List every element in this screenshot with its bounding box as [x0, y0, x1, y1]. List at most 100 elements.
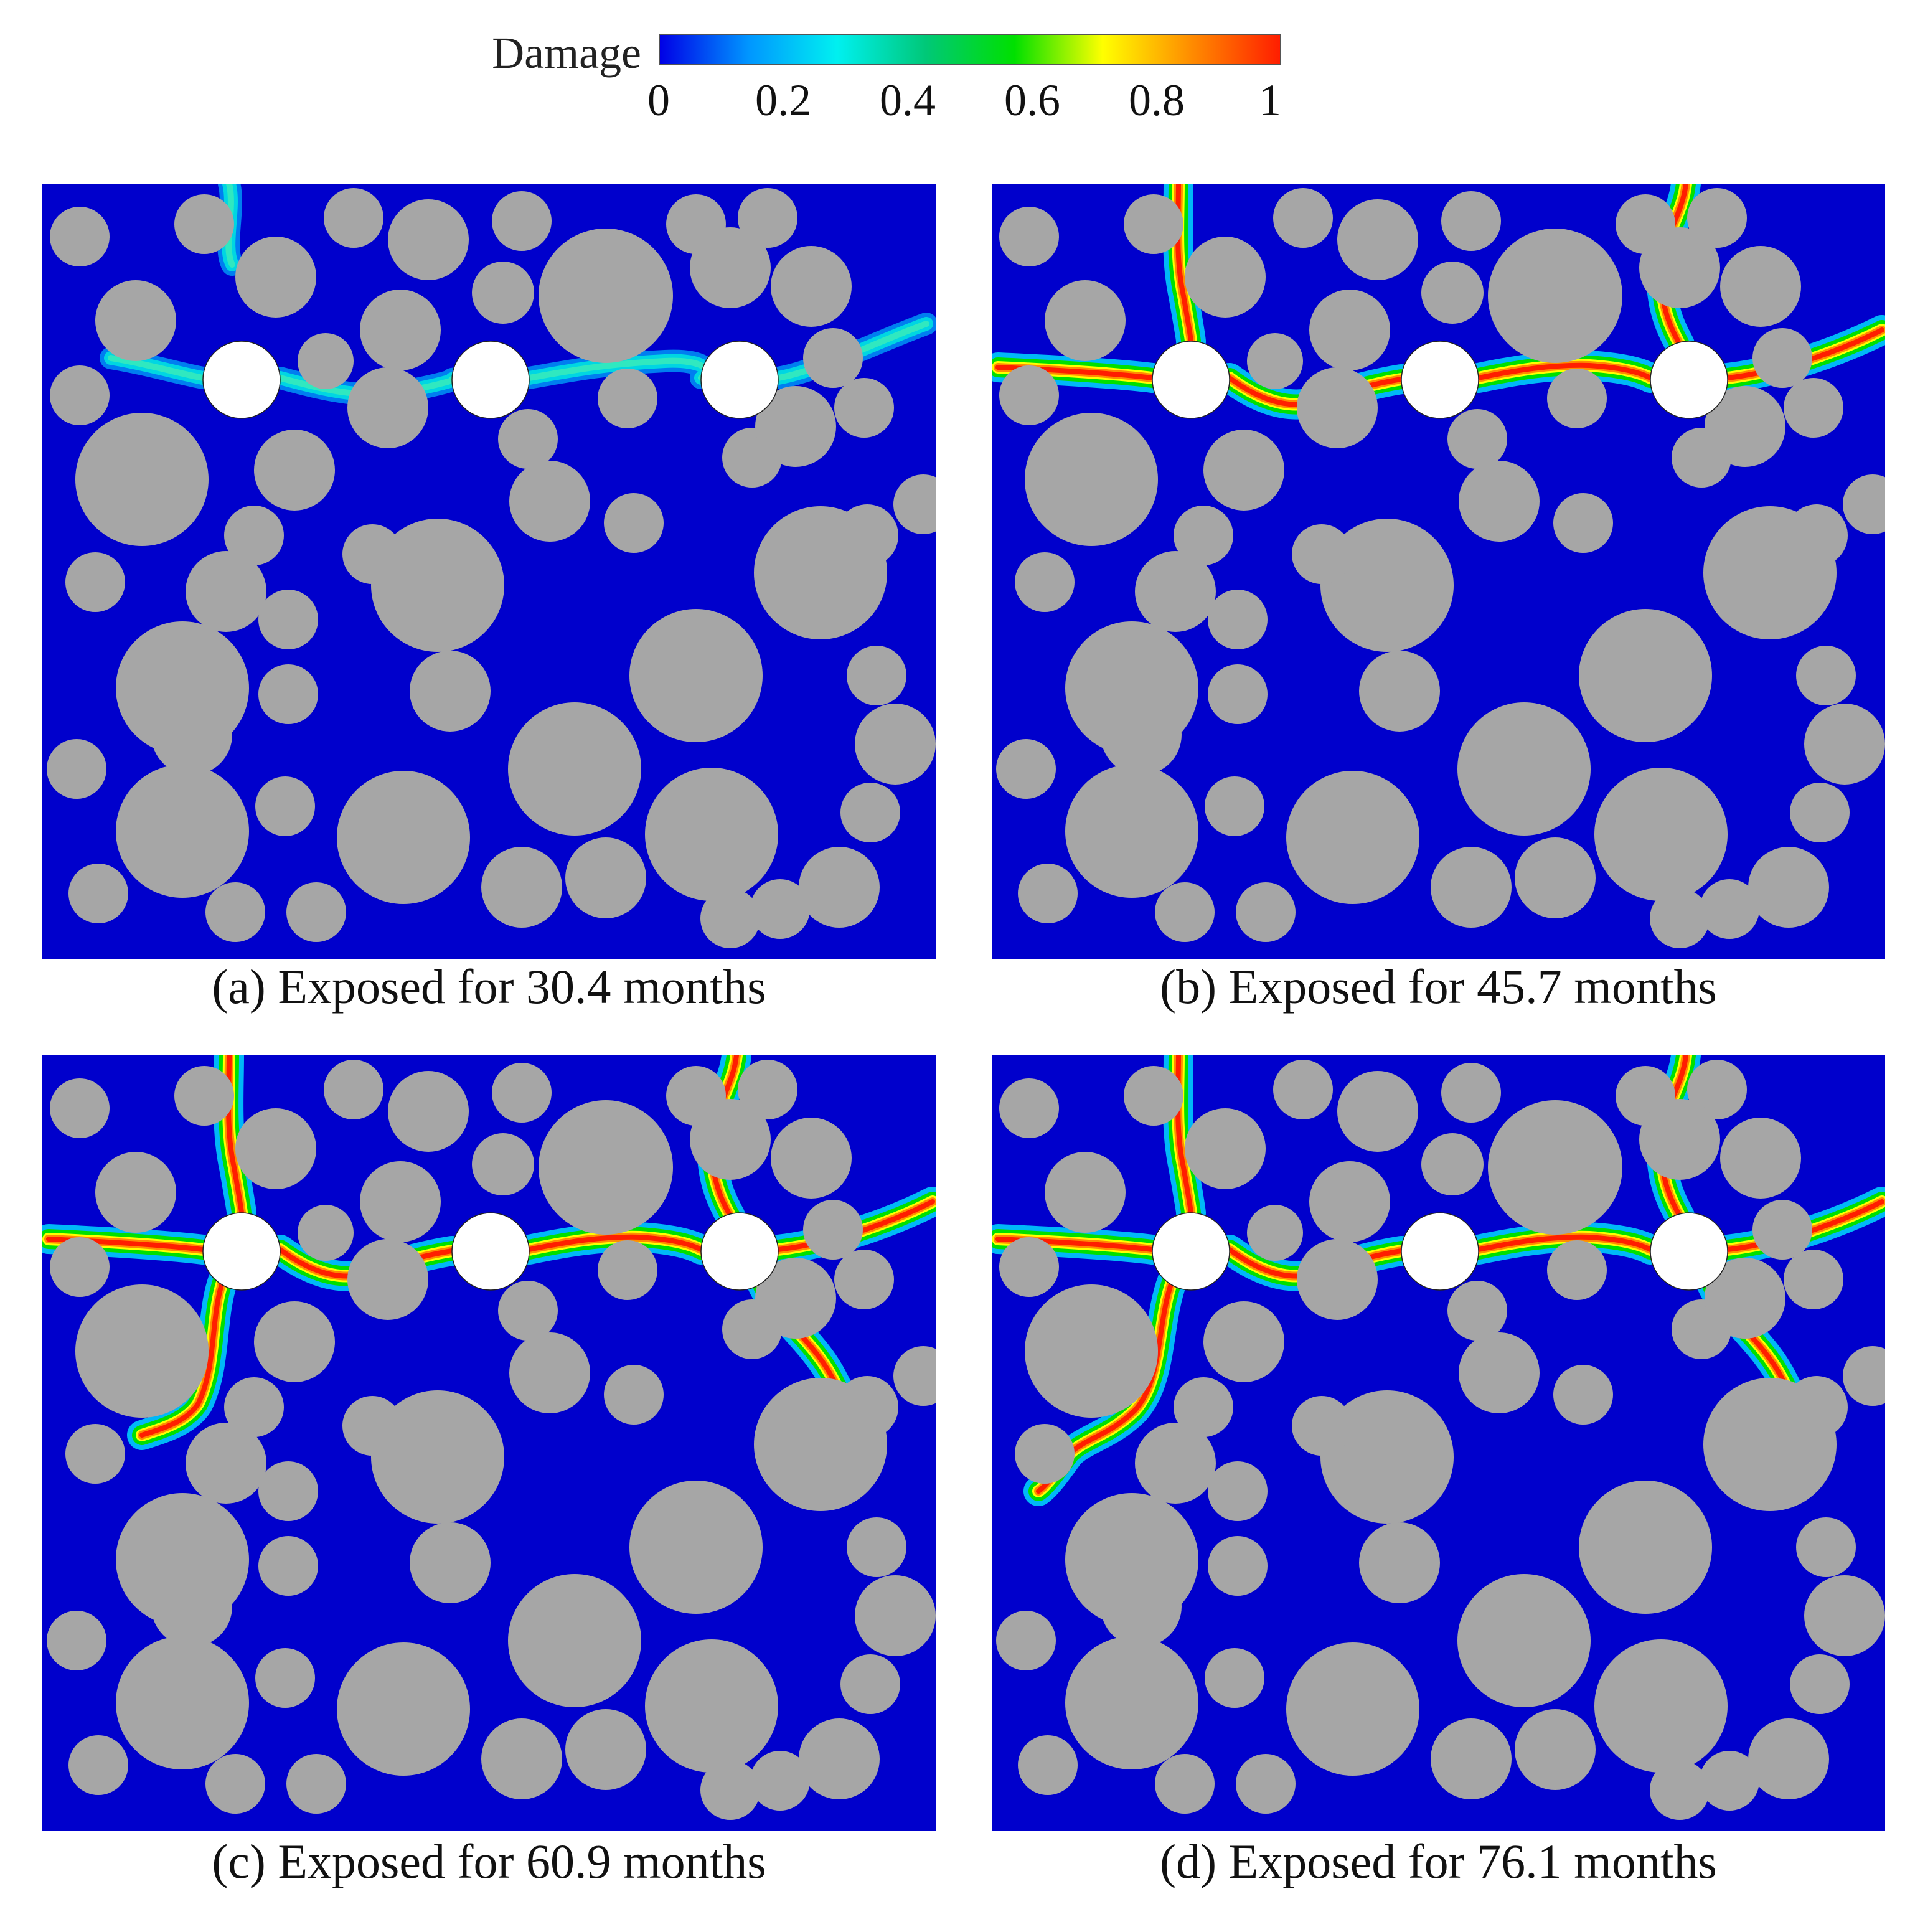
aggregate-particle: [834, 1250, 894, 1309]
damage-panel-a: [42, 184, 936, 959]
panel-caption-c: (c) Exposed for 60.9 months: [212, 1834, 766, 1888]
damage-panel-d: [992, 1055, 1885, 1831]
aggregate-particle: [1431, 1718, 1512, 1799]
aggregate-particle: [598, 1240, 657, 1300]
aggregate-particle: [771, 1118, 852, 1199]
aggregate-particle: [205, 1754, 265, 1814]
aggregate-particle: [388, 199, 469, 280]
aggregate-particle: [604, 1365, 664, 1425]
aggregate-particle: [999, 1237, 1059, 1297]
aggregate-particle: [410, 651, 491, 732]
aggregate-particle: [47, 1611, 106, 1670]
aggregate-particle: [371, 1390, 504, 1524]
aggregate-particle: [286, 882, 346, 942]
aggregate-particle: [690, 1099, 771, 1180]
aggregate-particle: [1359, 1522, 1440, 1603]
aggregate-particle: [799, 847, 880, 928]
aggregate-particle: [1784, 378, 1843, 438]
aggregate-particle: [598, 369, 657, 428]
aggregate-particle: [893, 474, 936, 534]
aggregate-particle: [999, 365, 1059, 425]
aggregate-particle: [1796, 646, 1856, 705]
aggregate-particle: [1790, 1654, 1850, 1714]
aggregate-particle: [254, 1301, 335, 1382]
aggregate-particle: [840, 783, 900, 842]
aggregate-particle: [360, 1161, 441, 1242]
aggregate-particle: [1309, 1161, 1390, 1242]
aggregate-particle: [1447, 1281, 1507, 1341]
aggregate-particle: [1309, 290, 1390, 370]
panel-caption-d: (d) Exposed for 76.1 months: [1160, 1834, 1717, 1888]
aggregate-particle: [1705, 386, 1785, 467]
aggregate-particle: [1579, 1481, 1712, 1614]
aggregate-particle: [347, 1239, 428, 1320]
aggregate-particle: [1208, 590, 1268, 649]
aggregate-particle: [1447, 409, 1507, 469]
aggregate-particle: [1594, 768, 1728, 901]
aggregate-particle: [1297, 1239, 1378, 1320]
aggregate-particle: [235, 1108, 316, 1189]
aggregate-particle: [174, 1066, 234, 1126]
aggregate-particle: [75, 413, 209, 546]
aggregate-particle: [1441, 191, 1501, 251]
rebar-hole: [202, 1212, 281, 1291]
aggregate-particle: [498, 409, 558, 469]
aggregate-particle: [1247, 1205, 1303, 1261]
aggregate-particle: [1065, 765, 1198, 898]
rebar-hole: [1650, 341, 1728, 419]
aggregate-particle: [116, 1636, 249, 1769]
aggregate-particle: [186, 551, 266, 632]
aggregate-particle: [1594, 1639, 1728, 1773]
aggregate-particle: [840, 1654, 900, 1714]
aggregate-particle: [1804, 704, 1885, 785]
aggregate-particle: [803, 328, 863, 388]
colorbar-tick-0.8: 0.8: [1129, 75, 1185, 125]
aggregate-particle: [1752, 1200, 1812, 1260]
aggregate-particle: [371, 519, 504, 652]
aggregate-particle: [65, 1424, 125, 1484]
aggregate-particle: [1720, 1118, 1801, 1199]
aggregate-particle: [1320, 1390, 1454, 1524]
aggregate-particle: [1752, 328, 1812, 388]
aggregate-particle: [1174, 1377, 1233, 1437]
aggregate-particle: [1843, 474, 1885, 534]
aggregate-particle: [771, 246, 852, 327]
aggregate-particle: [1208, 1536, 1268, 1596]
aggregate-particle: [996, 739, 1056, 799]
aggregate-particle: [893, 1346, 936, 1406]
aggregate-particle: [1025, 1284, 1158, 1418]
colorbar-tick-0.6: 0.6: [1004, 75, 1060, 125]
aggregate-particle: [1185, 1108, 1266, 1189]
colorbar-tick-0: 0: [647, 75, 670, 125]
aggregate-particle: [539, 1100, 673, 1235]
aggregate-particle: [1174, 506, 1233, 565]
aggregate-particle: [1203, 1301, 1284, 1382]
aggregate-particle: [508, 702, 641, 836]
aggregate-particle: [509, 1332, 590, 1413]
aggregate-particle: [754, 1378, 887, 1511]
aggregate-particle: [255, 1648, 315, 1708]
aggregate-particle: [629, 609, 763, 742]
aggregate-particle: [855, 1575, 936, 1656]
aggregate-particle: [700, 1760, 760, 1820]
aggregate-particle: [472, 262, 534, 324]
aggregate-particle: [1337, 1071, 1418, 1152]
aggregate-particle: [1441, 1063, 1501, 1123]
rebar-hole: [451, 1212, 530, 1291]
aggregate-particle: [750, 1751, 810, 1811]
aggregate-particle: [116, 765, 249, 898]
aggregate-particle: [1015, 552, 1075, 612]
aggregate-particle: [47, 739, 106, 799]
aggregate-particle: [1804, 1575, 1885, 1656]
aggregate-particle: [1650, 888, 1710, 948]
aggregate-particle: [1687, 1060, 1747, 1119]
aggregate-particle: [258, 1536, 318, 1596]
aggregate-particle: [50, 1237, 110, 1297]
aggregate-particle: [388, 1071, 469, 1152]
aggregate-particle: [205, 882, 265, 942]
aggregate-particle: [1720, 246, 1801, 327]
aggregate-particle: [151, 1566, 232, 1647]
aggregate-particle: [1457, 1574, 1591, 1707]
colorbar-tick-0.4: 0.4: [880, 75, 936, 125]
aggregate-particle: [1205, 776, 1264, 836]
